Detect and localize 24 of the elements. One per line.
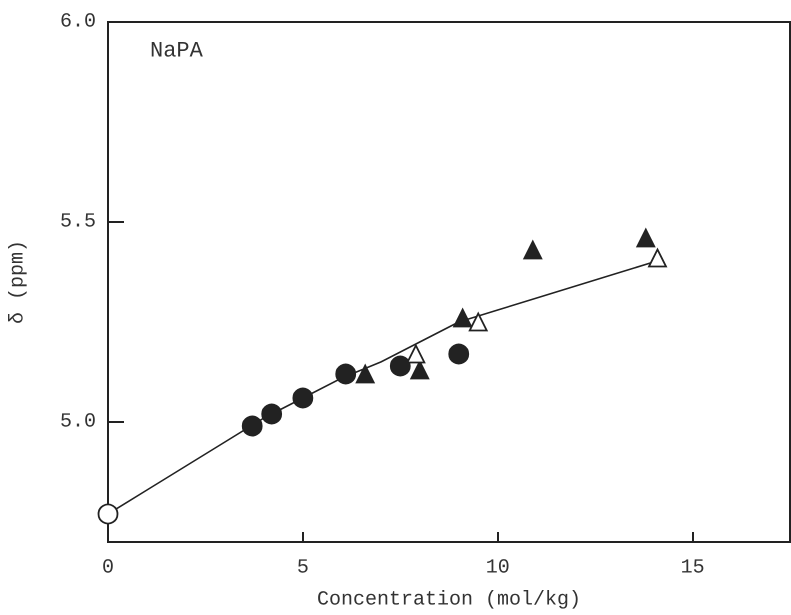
point <box>292 388 314 408</box>
point <box>453 308 472 328</box>
y-tick-label: 5.0 <box>60 410 96 434</box>
point <box>390 356 411 376</box>
x-axis-title: Concentration (mol/kg) <box>316 588 582 612</box>
point <box>636 228 656 248</box>
point <box>356 364 375 384</box>
point <box>648 248 667 268</box>
x-tick-label: 0 <box>102 556 114 580</box>
point <box>335 364 356 384</box>
y-tick-label: 5.5 <box>60 210 96 234</box>
y-tick-label: 6.0 <box>60 10 96 34</box>
point <box>98 504 118 524</box>
point <box>468 312 488 332</box>
point <box>406 344 426 364</box>
point <box>448 344 470 364</box>
point <box>242 416 263 436</box>
point <box>261 404 282 424</box>
x-tick-label: 5 <box>296 556 309 580</box>
point <box>523 240 542 260</box>
y-axis-title: δ (ppm) <box>6 240 30 324</box>
x-tick-label: 10 <box>486 556 510 580</box>
x-tick-label: 15 <box>680 556 705 580</box>
annotation: NaPA <box>150 38 204 64</box>
